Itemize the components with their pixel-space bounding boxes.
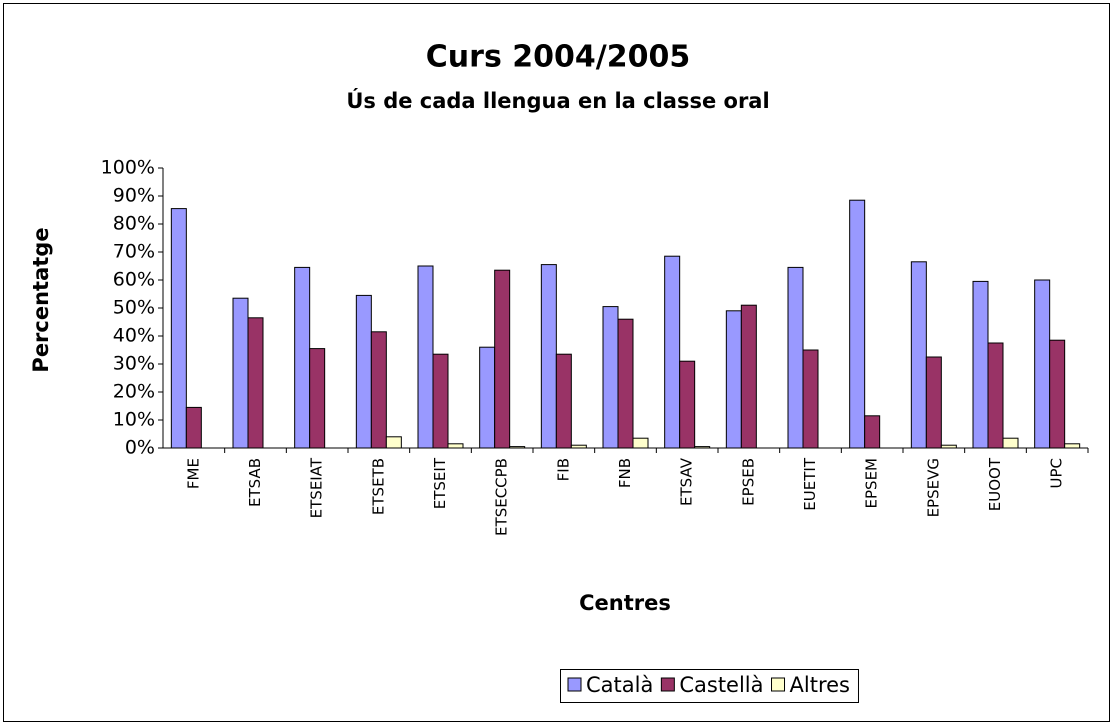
x-tick-label: ETSECCPB (493, 458, 511, 536)
bar (987, 342, 1004, 449)
x-tick-label: ETSAB (246, 458, 264, 507)
bar (309, 348, 326, 449)
bar (447, 443, 464, 449)
x-tick-label: EPSEB (739, 458, 757, 506)
x-tick-label: EUETIT (801, 457, 819, 511)
bar (632, 437, 649, 449)
x-tick-label: FME (184, 458, 202, 489)
x-tick-label: ETSETB (369, 458, 387, 515)
bar (417, 265, 434, 449)
bar (232, 297, 249, 449)
y-tick-label: 70% (113, 241, 155, 263)
legend-swatch (771, 677, 786, 692)
y-tick-label: 20% (113, 381, 155, 403)
x-tick-label: ETSEIT (431, 457, 449, 509)
bar (185, 406, 202, 449)
bar (355, 294, 372, 449)
y-tick-label: 30% (113, 353, 155, 375)
bar (849, 199, 866, 449)
bar (509, 446, 526, 449)
bar (679, 360, 696, 449)
chart-title: Curs 2004/2005 (426, 40, 690, 75)
bar (910, 261, 927, 449)
bar (602, 306, 619, 449)
x-tick-label: UPC (1048, 458, 1066, 489)
chart-subtitle: Ús de cada llengua en la classe oral (346, 88, 769, 113)
bar (740, 304, 757, 449)
bar (247, 317, 264, 449)
y-tick-label: 60% (113, 269, 155, 291)
x-tick-label: EPSEVG (924, 458, 942, 517)
y-tick-label: 40% (113, 325, 155, 347)
bar (1049, 339, 1066, 449)
y-tick-label: 10% (113, 409, 155, 431)
legend: Català Castellà Altres (560, 669, 859, 703)
x-tick-label: ETSAV (678, 457, 696, 506)
y-tick-label: 80% (113, 213, 155, 235)
bar (617, 318, 634, 449)
bar (540, 264, 557, 449)
legend-label: Altres (790, 673, 850, 697)
x-tick-label: FNB (616, 458, 634, 488)
x-tick-label: FIB (554, 458, 572, 481)
bar (555, 353, 572, 449)
legend-swatch (660, 677, 675, 692)
legend-swatch (567, 677, 582, 692)
bar (864, 415, 881, 449)
bar (432, 353, 449, 449)
y-axis-label: Percentatge (29, 227, 53, 372)
bar (725, 310, 742, 449)
bar (1064, 443, 1081, 449)
x-tick-label: EPSEM (863, 458, 881, 508)
bar (940, 444, 957, 449)
legend-box (560, 669, 859, 703)
bar (385, 436, 402, 449)
bar (570, 444, 587, 449)
bar (370, 331, 387, 449)
x-tick-label: ETSEIAT (308, 457, 326, 518)
bar (494, 269, 511, 449)
bar (1034, 279, 1051, 449)
bar (802, 349, 819, 449)
bar (972, 280, 989, 449)
bar (294, 266, 311, 449)
bar (664, 255, 681, 449)
x-tick-label: EUOOT (986, 457, 1004, 511)
legend-label: Castellà (679, 673, 763, 697)
legend-label: Català (586, 673, 653, 697)
bar (925, 356, 942, 449)
bar (1002, 437, 1019, 449)
x-axis-label: Centres (579, 591, 671, 615)
bar (170, 208, 187, 449)
bar (479, 346, 496, 449)
y-tick-label: 100% (101, 157, 155, 179)
y-tick-label: 50% (113, 297, 155, 319)
bar (694, 446, 711, 449)
bar (787, 266, 804, 449)
y-tick-label: 90% (113, 185, 155, 207)
y-tick-label: 0% (125, 437, 155, 459)
